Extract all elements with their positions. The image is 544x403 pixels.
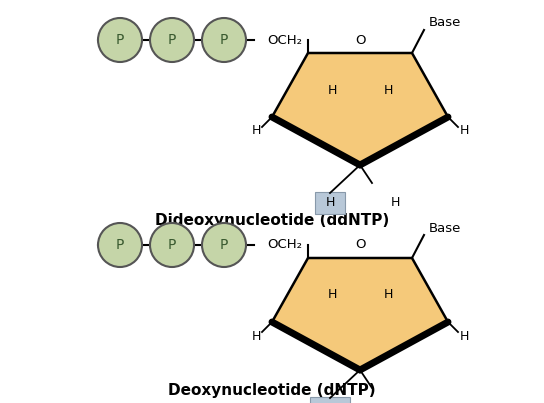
Polygon shape <box>272 258 448 370</box>
FancyBboxPatch shape <box>315 192 345 214</box>
Text: Base: Base <box>429 222 461 235</box>
Circle shape <box>202 223 246 267</box>
Circle shape <box>150 223 194 267</box>
FancyBboxPatch shape <box>310 397 350 403</box>
Circle shape <box>98 18 142 62</box>
Text: H: H <box>327 289 337 301</box>
Circle shape <box>202 18 246 62</box>
Text: P: P <box>220 238 228 252</box>
Text: O: O <box>355 33 365 46</box>
Text: OCH₂: OCH₂ <box>267 33 302 46</box>
Polygon shape <box>272 53 448 165</box>
Text: H: H <box>390 197 400 210</box>
Circle shape <box>150 18 194 62</box>
Text: O: O <box>355 239 365 251</box>
Text: Dideoxynucleotide (ddNTP): Dideoxynucleotide (ddNTP) <box>155 212 389 228</box>
Text: H: H <box>384 289 393 301</box>
Text: H: H <box>384 83 393 96</box>
Text: H: H <box>325 197 335 210</box>
Text: H: H <box>251 330 261 343</box>
Text: H: H <box>459 125 469 137</box>
Text: OCH₂: OCH₂ <box>267 239 302 251</box>
Text: H: H <box>251 125 261 137</box>
Text: H: H <box>459 330 469 343</box>
Circle shape <box>98 223 142 267</box>
Text: P: P <box>168 238 176 252</box>
Text: OH: OH <box>320 401 339 403</box>
Text: Deoxynucleotide (dNTP): Deoxynucleotide (dNTP) <box>168 382 376 397</box>
Text: Base: Base <box>429 17 461 29</box>
Text: H: H <box>390 401 400 403</box>
Text: P: P <box>220 33 228 47</box>
Text: P: P <box>116 238 124 252</box>
Text: P: P <box>168 33 176 47</box>
Text: P: P <box>116 33 124 47</box>
Text: H: H <box>327 83 337 96</box>
